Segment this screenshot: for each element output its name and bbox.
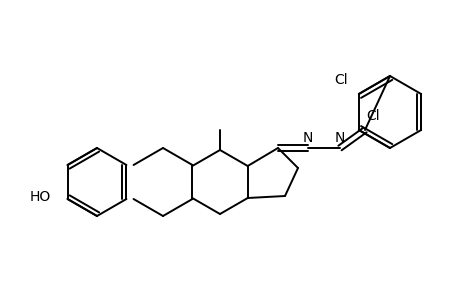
Text: N: N: [334, 131, 344, 145]
Text: Cl: Cl: [365, 109, 379, 123]
Text: HO: HO: [29, 190, 50, 204]
Text: N: N: [302, 131, 313, 145]
Text: Cl: Cl: [333, 73, 347, 87]
